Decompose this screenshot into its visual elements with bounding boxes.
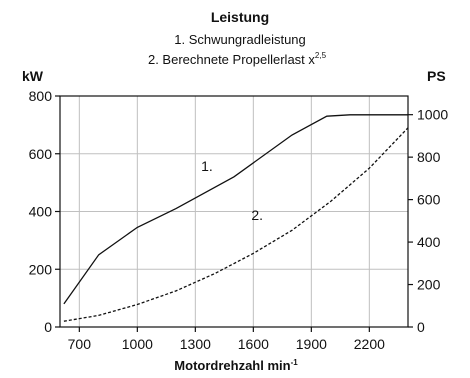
x-tick-label: 1300	[180, 336, 211, 352]
y-right-tick-label: 200	[417, 277, 441, 293]
chart-title: Leistung	[211, 9, 269, 25]
y-right-tick-label: 600	[417, 192, 441, 208]
series-line-2	[63, 127, 409, 322]
x-tick-label: 1000	[122, 336, 153, 352]
y-right-tick-label: 400	[417, 234, 441, 250]
y-left-tick-label: 400	[29, 204, 53, 220]
x-tick-label: 700	[68, 336, 92, 352]
y-right-tick-label: 1000	[417, 107, 448, 123]
x-tick-label: 1600	[238, 336, 269, 352]
y-right-tick-label: 0	[417, 319, 425, 335]
series-line-1	[63, 114, 408, 305]
chart-subtitle-1: 1. Schwungradleistung	[174, 32, 306, 47]
chart-subtitle-2-text: 2. Berechnete Propellerlast x	[148, 52, 315, 67]
y-axis-right-label: PS	[427, 68, 446, 84]
y-left-tick-label: 200	[29, 261, 53, 277]
y-right-tick-label: 800	[417, 149, 441, 165]
x-tick-label: 2200	[354, 336, 385, 352]
y-left-tick-label: 0	[44, 319, 52, 335]
series-annotation-2: 2.	[251, 207, 263, 223]
y-axis-left-label: kW	[22, 68, 44, 84]
y-left-tick-label: 600	[29, 146, 53, 162]
x-tick-label: 1900	[296, 336, 327, 352]
x-axis-label: Motordrehzahl min-1	[174, 358, 298, 373]
chart-subtitle-2: 2. Berechnete Propellerlast x2,5	[148, 51, 327, 67]
y-left-tick-label: 800	[29, 88, 53, 104]
chart-subtitle-2-sup: 2,5	[315, 51, 327, 60]
x-axis-label-text: Motordrehzahl min	[174, 358, 290, 373]
series-annotation-1: 1.	[201, 158, 213, 174]
x-axis-label-sup: -1	[291, 358, 299, 367]
